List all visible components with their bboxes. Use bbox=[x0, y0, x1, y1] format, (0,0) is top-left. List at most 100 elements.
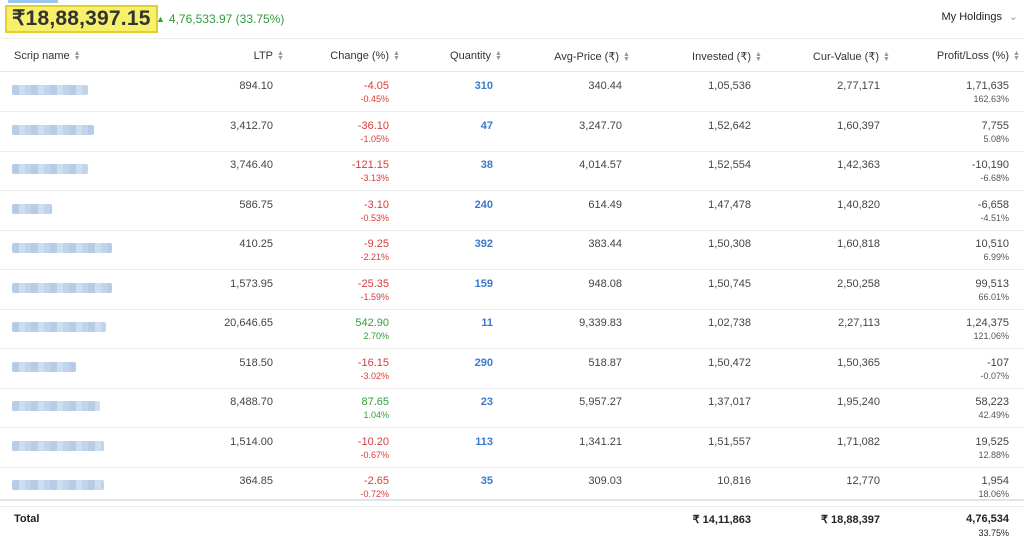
current-value-cell: 1,71,082 bbox=[837, 435, 880, 448]
sort-both-icon[interactable]: ▲ ▼ bbox=[277, 50, 284, 63]
avg-price-cell: 309.03 bbox=[588, 475, 622, 487]
profit-loss-cell: 99,513 bbox=[975, 277, 1009, 290]
table-row[interactable]: 518.50 -16.15 -3.02% 290 518.87 1,50,472 1,50,… bbox=[0, 349, 1024, 389]
table-row[interactable]: 364.85 -2.65 -0.72% 35 309.03 10,816 12,770 1,9… bbox=[0, 467, 1024, 507]
ltp-cell: 20,646.65 bbox=[224, 317, 273, 329]
change-pct-cell: -3.02% bbox=[360, 370, 389, 381]
scrip-name-redacted[interactable] bbox=[12, 124, 94, 135]
sort-both-icon[interactable]: ▲ ▼ bbox=[393, 50, 400, 63]
scrip-name-redacted[interactable] bbox=[12, 440, 104, 451]
avg-price-cell: 4,014.57 bbox=[579, 159, 622, 171]
quantity-cell[interactable]: 38 bbox=[480, 159, 493, 171]
invested-cell: 1,51,557 bbox=[708, 435, 751, 448]
quantity-cell[interactable]: 392 bbox=[474, 238, 493, 250]
column-header-change[interactable]: Change (%) ▲ ▼ bbox=[330, 50, 400, 62]
ltp-cell: 518.50 bbox=[239, 356, 273, 369]
scrip-name-redacted[interactable] bbox=[12, 164, 88, 174]
column-header-scrip-name[interactable]: Scrip name ▲ ▼ bbox=[14, 50, 81, 62]
quantity-cell[interactable]: 240 bbox=[474, 198, 493, 211]
quantity-cell[interactable]: 310 bbox=[474, 80, 493, 92]
sort-both-icon[interactable]: ▲ ▼ bbox=[623, 51, 630, 64]
profit-loss-cell: 1,71,635 bbox=[966, 80, 1009, 92]
chevron-down-icon: ⌄ bbox=[1008, 11, 1018, 23]
ltp-cell: 894.10 bbox=[239, 80, 273, 92]
change-pct-cell: -3.13% bbox=[360, 173, 389, 183]
total-current-value: ₹ 18,88,397 bbox=[821, 514, 880, 526]
profit-loss-cell: -6,658 bbox=[977, 198, 1009, 211]
table-row[interactable]: 3,412.70 -36.10 -1.05% 47 3,247.70 1,52,642 1,… bbox=[0, 112, 1024, 152]
triangle-up-icon: ▲ bbox=[156, 14, 165, 24]
table-row[interactable]: 1,573.95 -25.35 -1.59% 159 948.08 1,50,745 2,5… bbox=[0, 270, 1024, 310]
invested-cell: 1,47,478 bbox=[708, 198, 751, 211]
column-header-label: Profit/Loss (%) bbox=[936, 50, 1009, 62]
current-value-cell: 1,42,363 bbox=[837, 159, 880, 171]
change-pct-cell: 2.70% bbox=[363, 331, 389, 341]
scrip-name-redacted[interactable] bbox=[12, 361, 76, 372]
invested-cell: 1,37,017 bbox=[708, 396, 751, 408]
quantity-cell[interactable]: 290 bbox=[474, 356, 493, 369]
sort-both-icon[interactable]: ▲ ▼ bbox=[883, 51, 890, 64]
column-header-quantity[interactable]: Quantity ▲ ▼ bbox=[450, 50, 502, 62]
invested-cell: 1,52,554 bbox=[708, 159, 751, 171]
table-row[interactable]: 3,746.40 -121.15 -3.13% 38 4,014.57 1,52,554 1… bbox=[0, 151, 1024, 191]
change-pct-cell: -1.59% bbox=[360, 291, 389, 302]
column-header-ltp[interactable]: LTP ▲ ▼ bbox=[254, 50, 284, 62]
table-row[interactable]: 8,488.70 87.65 1.04% 23 5,957.27 1,37,017 1,95… bbox=[0, 388, 1024, 428]
scrip-name-redacted[interactable] bbox=[12, 203, 52, 214]
quantity-cell[interactable]: 113 bbox=[475, 435, 493, 448]
scrip-name-redacted[interactable] bbox=[12, 85, 88, 95]
table-row[interactable]: 1,514.00 -10.20 -0.67% 113 1,341.21 1,51,557 1… bbox=[0, 428, 1024, 468]
quantity-cell[interactable]: 47 bbox=[480, 119, 493, 132]
scrip-name-redacted[interactable] bbox=[12, 401, 100, 411]
ltp-cell: 364.85 bbox=[239, 475, 273, 487]
quantity-cell[interactable]: 23 bbox=[480, 396, 493, 408]
change-cell: -2.65 bbox=[363, 475, 389, 487]
sort-both-icon[interactable]: ▲ ▼ bbox=[495, 50, 502, 63]
current-value-cell: 12,770 bbox=[846, 475, 880, 487]
table-row[interactable]: 20,646.65 542.90 2.70% 11 9,339.83 1,02,738 2,… bbox=[0, 309, 1024, 349]
scrip-name-redacted[interactable] bbox=[12, 480, 104, 490]
scrip-name-redacted[interactable] bbox=[12, 243, 112, 253]
table-row[interactable]: 410.25 -9.25 -2.21% 392 383.44 1,50,308 1,60,8… bbox=[0, 230, 1024, 270]
column-header-avg-price[interactable]: Avg-Price (₹) ▲ ▼ bbox=[554, 50, 630, 63]
scrip-name-redacted[interactable] bbox=[12, 322, 106, 332]
invested-cell: 1,50,472 bbox=[708, 356, 751, 369]
sort-both-icon[interactable]: ▲ ▼ bbox=[1013, 50, 1020, 63]
profit-loss-cell: 58,223 bbox=[975, 396, 1009, 408]
avg-price-cell: 948.08 bbox=[588, 277, 622, 290]
change-pct-cell: -1.05% bbox=[360, 133, 389, 144]
profit-loss-pct-cell: 12.88% bbox=[978, 449, 1009, 460]
profit-loss-pct-cell: 6.99% bbox=[983, 252, 1009, 262]
overall-gain-value: 4,76,533.97 (33.75%) bbox=[168, 12, 285, 26]
sort-both-icon[interactable]: ▲ ▼ bbox=[73, 50, 81, 63]
column-header-label: Avg-Price (₹) bbox=[554, 51, 619, 63]
quantity-cell[interactable]: 11 bbox=[481, 317, 493, 329]
profit-loss-pct-cell: 66.01% bbox=[978, 291, 1009, 302]
sort-both-icon[interactable]: ▲ ▼ bbox=[755, 51, 762, 64]
column-header-label: Cur-Value (₹) bbox=[812, 51, 879, 63]
invested-cell: 1,52,642 bbox=[708, 119, 751, 132]
quantity-cell[interactable]: 35 bbox=[480, 475, 493, 487]
ltp-cell: 8,488.70 bbox=[230, 396, 273, 408]
change-cell: -16.15 bbox=[357, 356, 389, 369]
column-header-label: Quantity bbox=[450, 50, 491, 62]
quantity-cell[interactable]: 159 bbox=[474, 277, 493, 290]
profit-loss-cell: -10,190 bbox=[971, 159, 1009, 171]
total-label: Total bbox=[14, 513, 40, 525]
column-header-invested[interactable]: Invested (₹) ▲ ▼ bbox=[692, 50, 762, 63]
avg-price-cell: 383.44 bbox=[588, 238, 622, 250]
scrip-name-redacted[interactable] bbox=[12, 282, 112, 293]
invested-cell: 1,50,308 bbox=[708, 238, 751, 250]
current-value-cell: 2,77,171 bbox=[837, 80, 880, 92]
table-row[interactable]: 586.75 -3.10 -0.53% 240 614.49 1,47,478 1,40,8… bbox=[0, 191, 1024, 231]
column-header-label: Invested (₹) bbox=[692, 51, 751, 63]
current-value-cell: 2,50,258 bbox=[837, 277, 880, 290]
column-header-profit-loss[interactable]: Profit/Loss (%) ▲ ▼ bbox=[937, 50, 1020, 62]
column-header-label: Scrip name bbox=[14, 50, 70, 62]
holdings-view-dropdown[interactable]: My Holdings ⌄ bbox=[941, 11, 1018, 23]
table-row[interactable]: 894.10 -4.05 -0.45% 310 340.44 1,05,536 2,77,1… bbox=[0, 72, 1024, 112]
current-value-cell: 1,50,365 bbox=[837, 356, 880, 369]
column-header-cur-value[interactable]: Cur-Value (₹) ▲ ▼ bbox=[813, 50, 890, 63]
profit-loss-pct-cell: -6.68% bbox=[980, 173, 1009, 183]
profit-loss-pct-cell: 5.08% bbox=[983, 133, 1009, 144]
